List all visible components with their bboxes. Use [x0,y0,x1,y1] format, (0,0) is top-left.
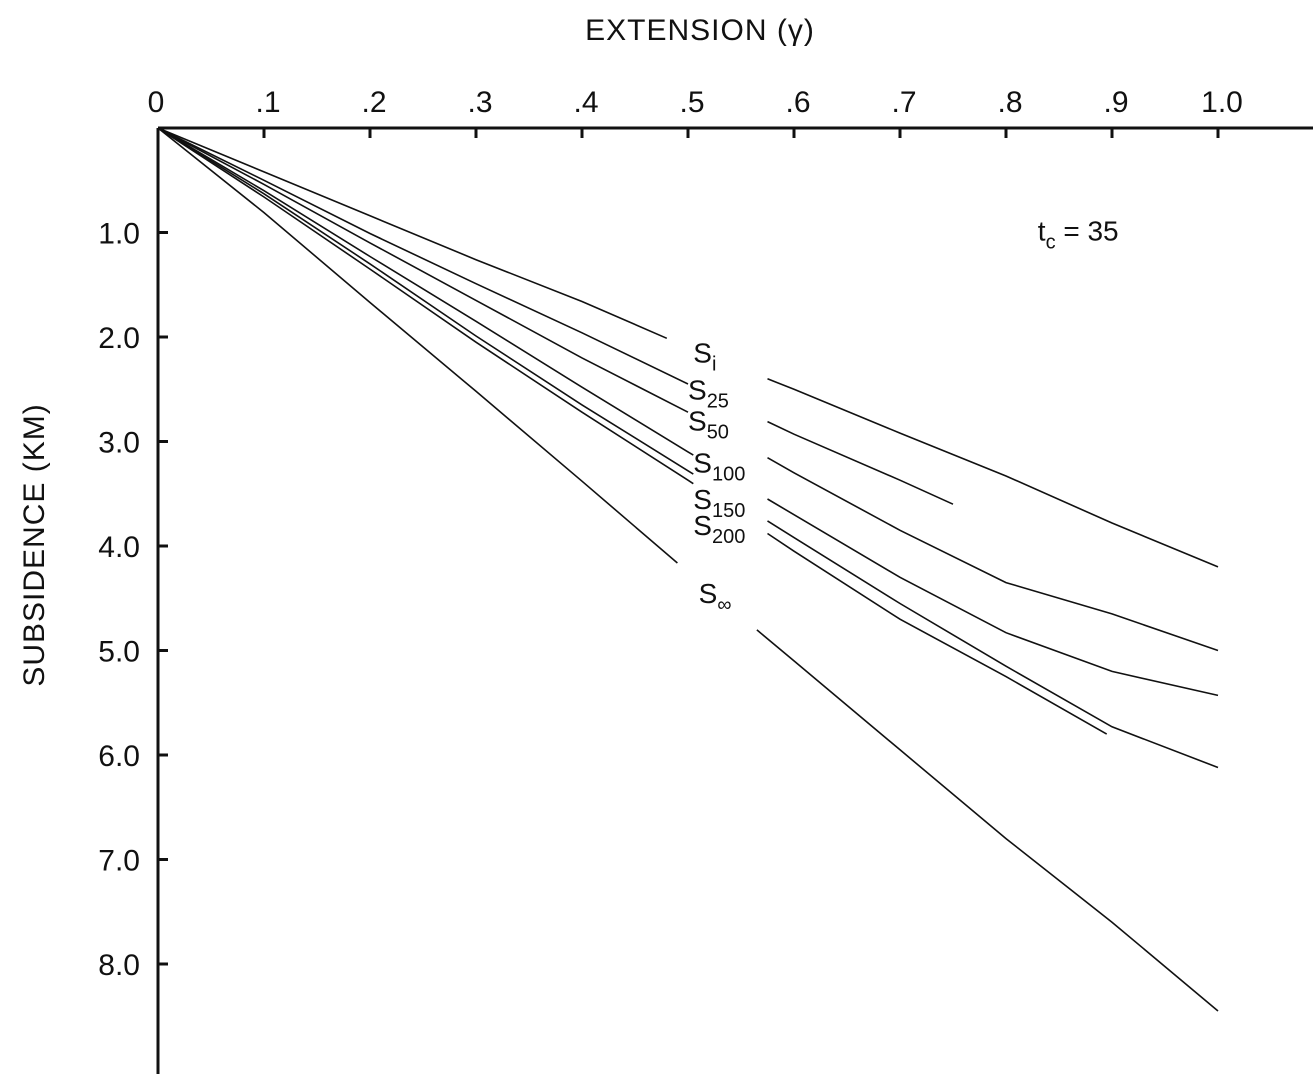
series-label: S25 [688,374,729,412]
series-line-S200 [157,127,694,485]
series-label-base: S [688,374,707,405]
x-tick-label: 1.0 [1201,86,1243,119]
series-line-S25 [157,127,689,385]
series-label: S150 [693,484,745,522]
x-tick-label: .9 [1103,86,1128,119]
tc-annotation-base: t [1038,216,1046,247]
series-label-sub: 200 [712,526,745,548]
series-label-base: S [693,447,712,478]
series-line-S150-tail [767,520,1219,769]
y-tick-label: 7.0 [98,845,140,878]
series-label: S∞ [699,578,732,616]
series-label-sub: 150 [712,500,745,522]
series-label-base: S [688,406,707,437]
x-tick-label: .2 [361,86,386,119]
series-label-sub: ∞ [717,594,731,616]
series-line-S200-tail [767,532,1108,735]
series-label: Si [693,338,716,376]
tc-annotation-sub: c [1046,232,1056,254]
y-tick-label: 8.0 [98,949,140,982]
y-tick-label: 1.0 [98,218,140,251]
series-line-S∞-tail [756,629,1219,1012]
y-tick-label: 5.0 [98,636,140,669]
x-tick-label: .1 [255,86,280,119]
x-tick-label: 0 [148,86,165,119]
series-label-base: S [693,510,712,541]
x-tick-label: .6 [785,86,810,119]
y-axis-title: SUBSIDENCE (KM) [18,403,51,686]
series-label-sub: i [712,354,716,376]
axes [156,126,1313,1074]
y-tick-label: 4.0 [98,531,140,564]
y-tick-label: 6.0 [98,740,140,773]
tc-annotation: tc = 35 [1038,216,1119,254]
series-line-S∞ [157,127,678,564]
series-line-S50-tail [767,457,1219,652]
series-label-sub: 25 [707,390,729,412]
series-line-S100-tail [767,498,1219,697]
x-tick-label: .8 [997,86,1022,119]
x-tick-label: .4 [573,86,598,119]
series-label-base: S [693,484,712,515]
series-label: S100 [693,447,745,485]
y-tick-label: 3.0 [98,427,140,460]
series-label-sub: 100 [712,463,745,485]
x-axis-title: EXTENSION (γ) [585,14,815,47]
series-line-S100 [157,127,694,456]
y-tick-label: 2.0 [98,322,140,355]
series-lines [157,127,1219,1012]
x-tick-label: .5 [679,86,704,119]
tc-annotation-value: = 35 [1056,216,1119,247]
series-line-S25-tail [767,420,954,505]
series-line-Si-tail [767,378,1219,568]
series-line-Si [157,127,668,340]
series-label: S200 [693,510,745,548]
series-label-sub: 50 [707,422,729,444]
series-label-base: S [693,338,712,369]
series-line-S50 [157,127,689,413]
series-line-S150 [157,127,694,475]
series-label: S50 [688,406,729,444]
annotation: tc = 35 [1038,216,1119,254]
series-label-base: S [699,578,718,609]
x-tick-label: .7 [891,86,916,119]
ticks: 0 .1 .2 .3 .4 .5 .6 .7 .8 .9 1.0 1.0 2.0 3.0 4.0 5.0 6.0… [98,86,1243,982]
x-tick-label: .3 [467,86,492,119]
